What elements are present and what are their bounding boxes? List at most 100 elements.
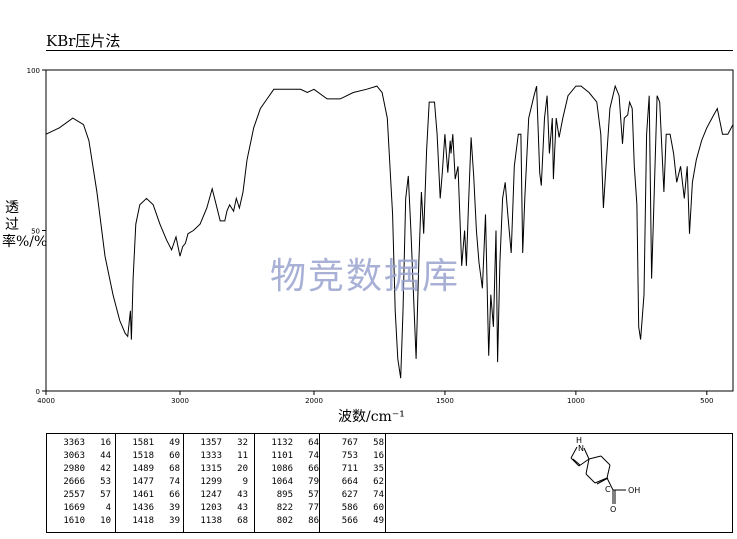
peak-table-row: 1436 39	[116, 503, 183, 515]
peak-wavenumber: 627	[341, 490, 358, 500]
y-tick-label: 0	[36, 388, 40, 396]
peak-wavenumber: 1101	[271, 451, 293, 461]
peak-wavenumber: 1315	[200, 464, 222, 474]
peak-table-row: 1669 4	[47, 503, 115, 515]
x-axis-title: 波数/cm⁻¹	[338, 409, 405, 425]
peak-table-row: 1138 68	[184, 516, 254, 528]
peak-wavenumber: 1064	[271, 477, 293, 487]
peak-table-row: 1418 39	[116, 516, 183, 528]
peak-wavenumber: 1357	[200, 438, 222, 448]
peak-wavenumber: 1086	[271, 464, 293, 474]
peak-wavenumber: 1461	[132, 490, 154, 500]
peak-transmittance: 64	[308, 438, 319, 448]
peak-transmittance: 39	[169, 516, 180, 526]
peak-table: 3363 16 3063 44 2980 42 2666 53 2557 57 1669 4 1610 1…	[46, 433, 733, 533]
peak-transmittance: 32	[237, 438, 248, 448]
x-tick-label: 4000	[37, 397, 55, 405]
peak-table-row: 1518 60	[116, 451, 183, 463]
peak-table-row: 895 57	[255, 490, 319, 502]
structure-oh-label: OH	[628, 486, 640, 495]
structure-n-label: N	[578, 444, 584, 453]
peak-table-row: 1581 49	[116, 438, 183, 450]
peak-transmittance: 10	[100, 516, 111, 526]
chart-title: KBr压片法	[46, 32, 121, 50]
peak-wavenumber: 822	[276, 503, 293, 513]
peak-transmittance: 44	[100, 451, 111, 461]
x-tick-label: 500	[700, 397, 713, 405]
peak-table-row: 1086 66	[255, 464, 319, 476]
peak-table-row: 753 16	[320, 451, 385, 463]
peak-transmittance: 49	[169, 438, 180, 448]
peak-table-row: 767 58	[320, 438, 385, 450]
peak-wavenumber: 1247	[200, 490, 222, 500]
axis-ticks: 4000 3000 2000 1500 1000 500 0 50 100	[27, 67, 714, 405]
x-tick-label: 1000	[567, 397, 585, 405]
peak-wavenumber: 3363	[63, 438, 85, 448]
peak-transmittance: 16	[373, 451, 384, 461]
spectrum-line	[45, 84, 734, 379]
spectrum-chart: 4000 3000 2000 1500 1000 500 0 50 100	[27, 67, 734, 405]
peak-transmittance: 43	[237, 490, 248, 500]
peak-table-column: 1357 32 1333 11 1315 20 1299 9 1247 43 1203 43 1138 6…	[184, 434, 255, 532]
peak-transmittance: 74	[169, 477, 180, 487]
peak-wavenumber: 1581	[132, 438, 154, 448]
peak-table-row: 1203 43	[184, 503, 254, 515]
peak-table-row: 1247 43	[184, 490, 254, 502]
peak-wavenumber: 1610	[63, 516, 85, 526]
peak-transmittance: 86	[308, 516, 319, 526]
peak-table-row: 3363 16	[47, 438, 115, 450]
peak-table-row: 711 35	[320, 464, 385, 476]
peak-transmittance: 57	[308, 490, 319, 500]
peak-transmittance: 62	[373, 477, 384, 487]
peak-transmittance: 79	[308, 477, 319, 487]
peak-table-row: 1461 66	[116, 490, 183, 502]
peak-table-column: 1581 49 1518 60 1489 68 1477 74 1461 66 1436 39 1418…	[116, 434, 184, 532]
peak-transmittance: 35	[373, 464, 384, 474]
indole-carboxylic-acid-structure: H N C OH O	[570, 436, 640, 514]
x-tick-label: 3000	[171, 397, 189, 405]
peak-wavenumber: 1518	[132, 451, 154, 461]
x-tick-label: 1500	[436, 397, 454, 405]
peak-wavenumber: 1203	[200, 503, 222, 513]
structure-nh-label: H	[576, 436, 582, 445]
peak-transmittance: 42	[100, 464, 111, 474]
peak-table-row: 1315 20	[184, 464, 254, 476]
peak-table-row: 1610 10	[47, 516, 115, 528]
peak-table-row: 2666 53	[47, 477, 115, 489]
peak-wavenumber: 1333	[200, 451, 222, 461]
peak-transmittance: 60	[373, 503, 384, 513]
peak-wavenumber: 2557	[63, 490, 85, 500]
peak-wavenumber: 1669	[63, 503, 85, 513]
peak-table-row: 664 62	[320, 477, 385, 489]
peak-wavenumber: 802	[276, 516, 293, 526]
peak-table-row: 627 74	[320, 490, 385, 502]
peak-wavenumber: 664	[341, 477, 358, 487]
watermark-text: 物竞数据库	[270, 256, 461, 297]
peak-transmittance: 39	[169, 503, 180, 513]
peak-wavenumber: 586	[341, 503, 358, 513]
peak-wavenumber: 767	[341, 438, 358, 448]
peak-transmittance: 68	[237, 516, 248, 526]
peak-wavenumber: 1418	[132, 516, 154, 526]
peak-table-row: 566 49	[320, 516, 385, 528]
peak-table-row: 1132 64	[255, 438, 319, 450]
x-tick-label: 2000	[305, 397, 323, 405]
peak-wavenumber: 1132	[271, 438, 293, 448]
title-rule	[46, 50, 733, 51]
peak-table-row: 1299 9	[184, 477, 254, 489]
peak-table-row: 1333 11	[184, 451, 254, 463]
peak-wavenumber: 1477	[132, 477, 154, 487]
peak-wavenumber: 2666	[63, 477, 85, 487]
plot-frame	[45, 69, 734, 392]
peak-transmittance: 68	[169, 464, 180, 474]
peak-transmittance: 53	[100, 477, 111, 487]
peak-wavenumber: 753	[341, 451, 358, 461]
peak-wavenumber: 1489	[132, 464, 154, 474]
peak-transmittance: 66	[169, 490, 180, 500]
peak-wavenumber: 3063	[63, 451, 85, 461]
peak-wavenumber: 566	[341, 516, 358, 526]
peak-transmittance: 9	[242, 477, 248, 487]
peak-transmittance: 66	[308, 464, 319, 474]
peak-wavenumber: 895	[276, 490, 293, 500]
peak-wavenumber: 2980	[63, 464, 85, 474]
